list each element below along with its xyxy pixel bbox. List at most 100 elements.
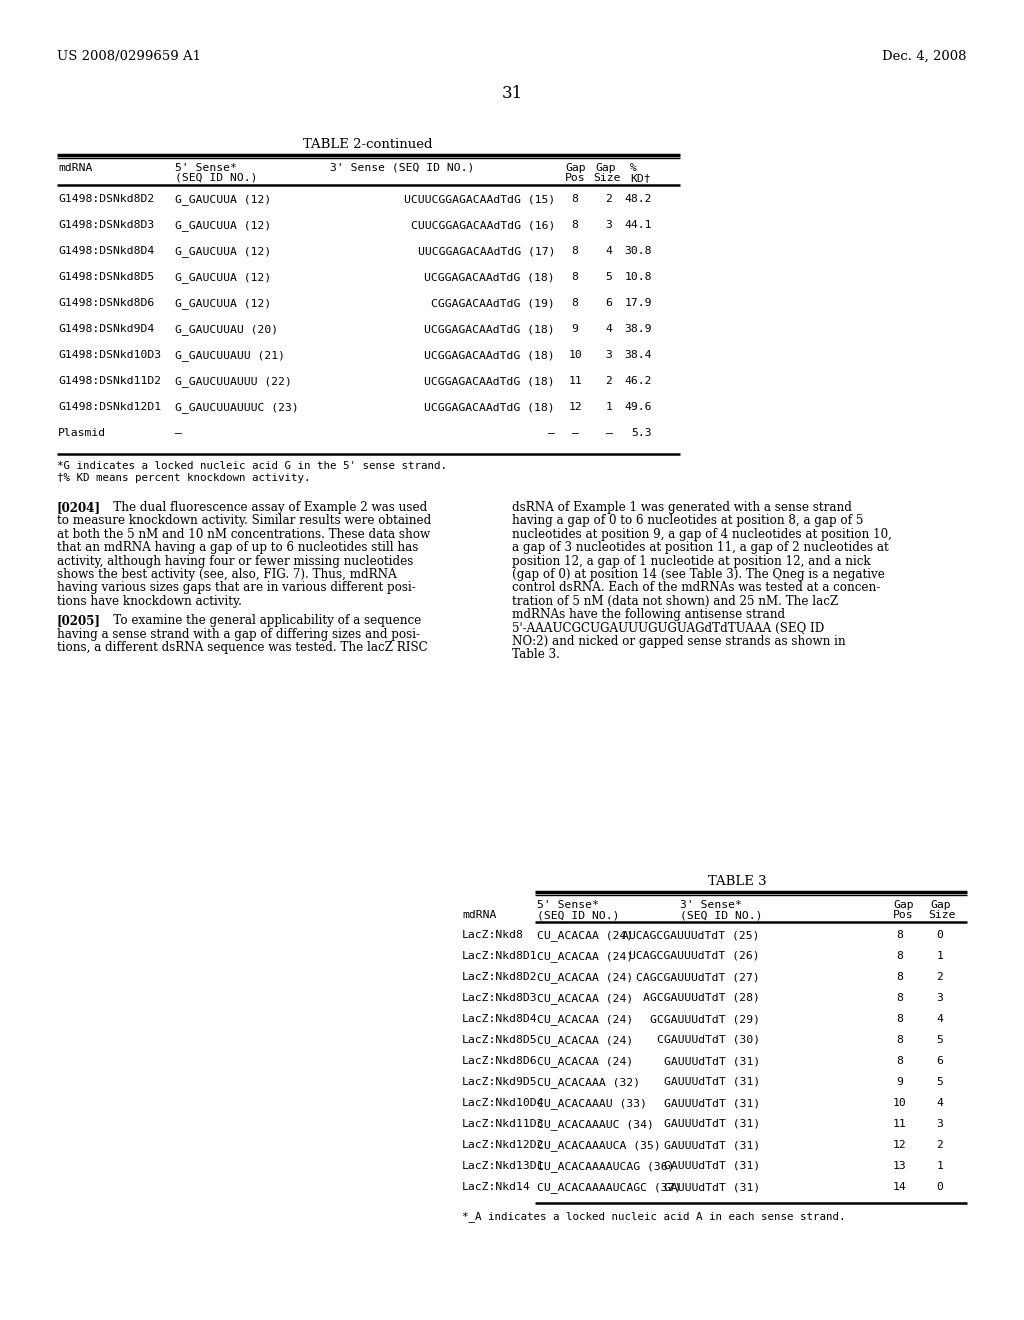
Text: shows the best activity (see, also, FIG. 7). Thus, mdRNA: shows the best activity (see, also, FIG.… (57, 568, 396, 581)
Text: GAUUUdTdT (31): GAUUUdTdT (31) (664, 1119, 760, 1129)
Text: LacZ:Nkd11D3: LacZ:Nkd11D3 (462, 1119, 545, 1129)
Text: 11: 11 (568, 376, 582, 385)
Text: having a sense strand with a gap of differing sizes and posi-: having a sense strand with a gap of diff… (57, 627, 420, 640)
Text: CU̲ACACAAAUCA (35): CU̲ACACAAAUCA (35) (537, 1140, 660, 1151)
Text: 8: 8 (897, 931, 903, 940)
Text: US 2008/0299659 A1: US 2008/0299659 A1 (57, 50, 201, 63)
Text: 6: 6 (937, 1056, 943, 1067)
Text: 2: 2 (605, 376, 612, 385)
Text: UCUUCGGAGACAAdTdG (15): UCUUCGGAGACAAdTdG (15) (403, 194, 555, 205)
Text: AGCGAUUUdTdT (28): AGCGAUUUdTdT (28) (643, 993, 760, 1003)
Text: CAGCGAUUUdTdT (27): CAGCGAUUUdTdT (27) (636, 972, 760, 982)
Text: LacZ:Nkd13D1: LacZ:Nkd13D1 (462, 1162, 545, 1171)
Text: GAUUUdTdT (31): GAUUUdTdT (31) (664, 1056, 760, 1067)
Text: 5' Sense*: 5' Sense* (537, 900, 599, 909)
Text: LacZ:Nkd8D1: LacZ:Nkd8D1 (462, 950, 538, 961)
Text: 10.8: 10.8 (625, 272, 652, 282)
Text: G̲GAUCUUA (12): G̲GAUCUUA (12) (175, 246, 271, 257)
Text: TABLE 3: TABLE 3 (708, 875, 766, 888)
Text: to measure knockdown activity. Similar results were obtained: to measure knockdown activity. Similar r… (57, 515, 431, 528)
Text: G1498:DSNkd10D3: G1498:DSNkd10D3 (58, 350, 161, 360)
Text: GAUUUdTdT (31): GAUUUdTdT (31) (664, 1077, 760, 1086)
Text: Gap: Gap (565, 162, 586, 173)
Text: 5'-AAAUCGCUGAUUUGUGUAGdTdTUAAA (SEQ ID: 5'-AAAUCGCUGAUUUGUGUAGdTdTUAAA (SEQ ID (512, 622, 824, 635)
Text: CU̲ACACAA (24): CU̲ACACAA (24) (537, 950, 633, 962)
Text: G1498:DSNkd8D4: G1498:DSNkd8D4 (58, 246, 155, 256)
Text: G1498:DSNkd8D5: G1498:DSNkd8D5 (58, 272, 155, 282)
Text: 13: 13 (893, 1162, 907, 1171)
Text: –: – (175, 428, 182, 438)
Text: –: – (548, 428, 555, 438)
Text: that an mdRNA having a gap of up to 6 nucleotides still has: that an mdRNA having a gap of up to 6 nu… (57, 541, 419, 554)
Text: 11: 11 (893, 1119, 907, 1129)
Text: G1498:DSNkd8D6: G1498:DSNkd8D6 (58, 298, 155, 308)
Text: 9: 9 (897, 1077, 903, 1086)
Text: [0205]: [0205] (57, 614, 101, 627)
Text: 0: 0 (937, 931, 943, 940)
Text: AUCAGCGAUUUdTdT (25): AUCAGCGAUUUdTdT (25) (623, 931, 760, 940)
Text: Plasmid: Plasmid (58, 428, 106, 438)
Text: 3: 3 (937, 993, 943, 1003)
Text: 2: 2 (937, 1140, 943, 1150)
Text: KD†: KD† (630, 173, 650, 183)
Text: G̲GAUCUUAUU (21): G̲GAUCUUAUU (21) (175, 350, 285, 360)
Text: G̲GAUCUUAUUU (22): G̲GAUCUUAUUU (22) (175, 376, 292, 387)
Text: Size: Size (593, 173, 621, 183)
Text: tration of 5 nM (data not shown) and 25 nM. The lacZ: tration of 5 nM (data not shown) and 25 … (512, 595, 839, 607)
Text: LacZ:Nkd12D2: LacZ:Nkd12D2 (462, 1140, 545, 1150)
Text: CU̲ACACAA (24): CU̲ACACAA (24) (537, 1035, 633, 1045)
Text: Gap: Gap (930, 900, 950, 909)
Text: [0204]: [0204] (57, 502, 101, 513)
Text: CU̲ACACAAAAUCAG (36): CU̲ACACAAAAUCAG (36) (537, 1162, 675, 1172)
Text: CU̲ACACAAAU (33): CU̲ACACAAAU (33) (537, 1098, 647, 1109)
Text: 31: 31 (502, 84, 522, 102)
Text: 4: 4 (605, 323, 612, 334)
Text: G̲GAUCUUA (12): G̲GAUCUUA (12) (175, 220, 271, 231)
Text: CGAUUUdTdT (30): CGAUUUdTdT (30) (656, 1035, 760, 1045)
Text: (SEQ ID NO.): (SEQ ID NO.) (680, 909, 763, 920)
Text: a gap of 3 nucleotides at position 11, a gap of 2 nucleotides at: a gap of 3 nucleotides at position 11, a… (512, 541, 889, 554)
Text: 8: 8 (897, 993, 903, 1003)
Text: †% KD means percent knockdown activity.: †% KD means percent knockdown activity. (57, 473, 310, 483)
Text: %: % (630, 162, 637, 173)
Text: activity, although having four or fewer missing nucleotides: activity, although having four or fewer … (57, 554, 414, 568)
Text: LacZ:Nkd10D4: LacZ:Nkd10D4 (462, 1098, 545, 1107)
Text: 8: 8 (571, 220, 579, 230)
Text: G̲GAUCUUA (12): G̲GAUCUUA (12) (175, 298, 271, 309)
Text: 4: 4 (937, 1098, 943, 1107)
Text: LacZ:Nkd8: LacZ:Nkd8 (462, 931, 524, 940)
Text: Pos: Pos (893, 909, 913, 920)
Text: 2: 2 (605, 194, 612, 205)
Text: 12: 12 (568, 403, 582, 412)
Text: TABLE 2-continued: TABLE 2-continued (303, 139, 433, 150)
Text: G1498:DSNkd8D3: G1498:DSNkd8D3 (58, 220, 155, 230)
Text: 4: 4 (937, 1014, 943, 1024)
Text: mdRNA: mdRNA (58, 162, 92, 173)
Text: LacZ:Nkd8D2: LacZ:Nkd8D2 (462, 972, 538, 982)
Text: 3' Sense*: 3' Sense* (680, 900, 741, 909)
Text: 14: 14 (893, 1181, 907, 1192)
Text: 8: 8 (571, 246, 579, 256)
Text: 1: 1 (937, 1162, 943, 1171)
Text: The dual fluorescence assay of Example 2 was used: The dual fluorescence assay of Example 2… (102, 502, 427, 513)
Text: 5: 5 (937, 1035, 943, 1045)
Text: GAUUUdTdT (31): GAUUUdTdT (31) (664, 1140, 760, 1150)
Text: G̲GAUCUUAU (20): G̲GAUCUUAU (20) (175, 323, 279, 335)
Text: To examine the general applicability of a sequence: To examine the general applicability of … (102, 614, 421, 627)
Text: control dsRNA. Each of the mdRNAs was tested at a concen-: control dsRNA. Each of the mdRNAs was te… (512, 581, 881, 594)
Text: 8: 8 (897, 950, 903, 961)
Text: Dec. 4, 2008: Dec. 4, 2008 (883, 50, 967, 63)
Text: G1498:DSNkd9D4: G1498:DSNkd9D4 (58, 323, 155, 334)
Text: UCGGAGACAAdTdG (18): UCGGAGACAAdTdG (18) (424, 323, 555, 334)
Text: CU̲ACACAAAUC (34): CU̲ACACAAAUC (34) (537, 1119, 654, 1130)
Text: 5: 5 (605, 272, 612, 282)
Text: 2: 2 (937, 972, 943, 982)
Text: UCAGCGAUUUdTdT (26): UCAGCGAUUUdTdT (26) (630, 950, 760, 961)
Text: Gap: Gap (893, 900, 913, 909)
Text: CU̲ACACAA (24): CU̲ACACAA (24) (537, 972, 633, 983)
Text: G̲GAUCUUA (12): G̲GAUCUUA (12) (175, 272, 271, 282)
Text: tions, a different dsRNA sequence was tested. The lacZ RISC: tions, a different dsRNA sequence was te… (57, 642, 428, 653)
Text: G1498:DSNkd11D2: G1498:DSNkd11D2 (58, 376, 161, 385)
Text: LacZ:Nkd8D5: LacZ:Nkd8D5 (462, 1035, 538, 1045)
Text: nucleotides at position 9, a gap of 4 nucleotides at position 10,: nucleotides at position 9, a gap of 4 nu… (512, 528, 892, 541)
